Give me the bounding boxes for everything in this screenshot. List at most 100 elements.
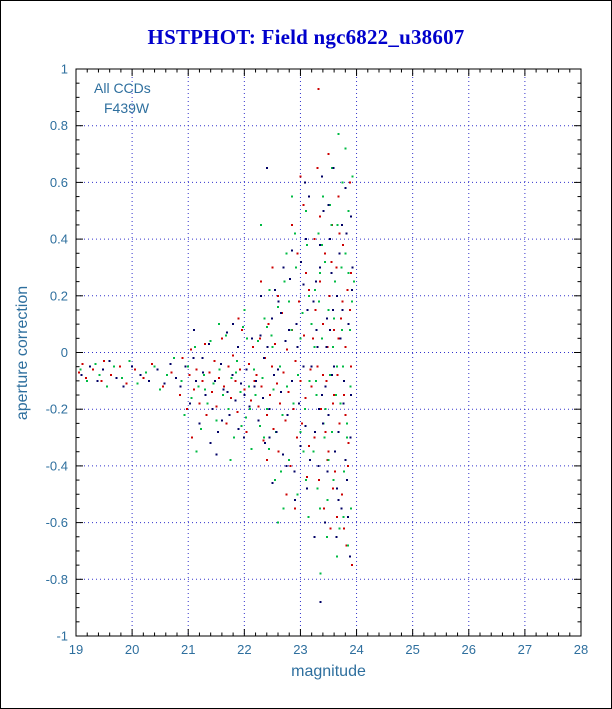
- x-tick-label: 23: [293, 642, 307, 657]
- x-tick-label: 26: [462, 642, 476, 657]
- data-point-ccd-green: [153, 365, 156, 368]
- data-point-ccd-navy: [316, 345, 319, 348]
- data-point-ccd-green: [292, 402, 295, 405]
- data-point-ccd-red: [190, 348, 193, 351]
- data-point-ccd-green: [262, 436, 265, 439]
- data-point-ccd-green: [206, 402, 209, 405]
- data-point-ccd-navy: [325, 345, 328, 348]
- data-point-ccd-red: [335, 515, 338, 518]
- data-point-ccd-navy: [315, 328, 318, 331]
- data-point-ccd-navy: [279, 311, 282, 314]
- data-point-ccd-navy: [330, 374, 333, 377]
- data-point-ccd-red: [326, 345, 329, 348]
- data-point-ccd-green: [79, 368, 82, 371]
- data-point-ccd-red: [338, 422, 341, 425]
- data-point-ccd-green: [342, 365, 345, 368]
- data-point-ccd-green: [307, 294, 310, 297]
- data-point-ccd-navy: [338, 252, 341, 255]
- data-point-ccd-navy: [291, 249, 294, 252]
- data-point-ccd-green: [265, 325, 268, 328]
- data-point-ccd-green: [312, 450, 315, 453]
- data-point-ccd-red: [325, 379, 328, 382]
- data-point-ccd-red: [326, 459, 329, 462]
- data-point-ccd-navy: [312, 300, 315, 303]
- data-point-ccd-green: [105, 385, 108, 388]
- data-point-ccd-red: [280, 311, 283, 314]
- data-point-ccd-green: [277, 521, 279, 524]
- data-point-ccd-green: [243, 308, 246, 311]
- data-point-ccd-navy: [179, 385, 182, 388]
- data-point-ccd-green: [260, 223, 263, 226]
- data-point-ccd-green: [321, 195, 324, 198]
- data-point-ccd-navy: [324, 521, 327, 524]
- data-point-ccd-green: [329, 204, 332, 207]
- data-point-ccd-red: [205, 413, 208, 416]
- data-point-ccd-navy: [261, 396, 264, 399]
- data-point-ccd-green: [347, 544, 350, 547]
- y-tick-label: -0.2: [46, 402, 68, 417]
- data-point-ccd-red: [188, 374, 191, 377]
- data-point-ccd-navy: [335, 294, 338, 297]
- data-point-ccd-green: [183, 413, 186, 416]
- x-tick-label: 21: [181, 642, 195, 657]
- data-point-ccd-red: [277, 294, 279, 297]
- data-point-ccd-red: [264, 357, 267, 360]
- data-point-ccd-navy: [333, 365, 336, 368]
- data-point-ccd-navy: [239, 382, 242, 385]
- data-point-ccd-navy: [308, 459, 311, 462]
- data-point-ccd-navy: [349, 394, 352, 397]
- y-tick-label: 0.6: [50, 175, 68, 190]
- data-point-ccd-green: [305, 209, 308, 212]
- data-point-ccd-navy: [245, 368, 248, 371]
- data-point-ccd-red: [321, 374, 324, 377]
- data-point-ccd-red: [161, 385, 164, 388]
- data-point-ccd-red: [241, 328, 244, 331]
- data-point-ccd-navy: [288, 328, 291, 331]
- data-point-ccd-red: [181, 357, 184, 360]
- data-point-ccd-green: [113, 365, 116, 368]
- data-point-ccd-navy: [259, 334, 262, 337]
- data-point-ccd-red: [292, 408, 295, 411]
- data-point-ccd-navy: [211, 408, 214, 411]
- data-point-ccd-navy: [139, 374, 142, 377]
- data-point-ccd-navy: [317, 464, 320, 467]
- data-point-ccd-green: [335, 365, 338, 368]
- data-point-ccd-red: [103, 360, 106, 363]
- data-point-ccd-green: [209, 340, 212, 343]
- data-point-ccd-red: [285, 493, 288, 496]
- data-point-ccd-navy: [207, 342, 210, 345]
- data-point-ccd-navy: [340, 223, 343, 226]
- data-point-ccd-green: [315, 379, 318, 382]
- data-point-ccd-navy: [192, 357, 195, 360]
- data-point-ccd-red: [299, 175, 302, 178]
- data-point-ccd-red: [320, 408, 323, 411]
- data-point-ccd-red: [296, 436, 299, 439]
- data-point-ccd-red: [342, 243, 345, 246]
- data-point-ccd-navy: [315, 280, 318, 283]
- data-point-ccd-navy: [310, 365, 313, 368]
- data-point-ccd-red: [225, 422, 228, 425]
- data-point-ccd-navy: [335, 535, 338, 538]
- data-point-ccd-red: [347, 464, 350, 467]
- data-point-ccd-green: [330, 223, 333, 226]
- data-point-ccd-red: [77, 371, 80, 374]
- data-point-ccd-navy: [232, 323, 235, 326]
- data-point-ccd-green: [233, 436, 236, 439]
- data-point-ccd-green: [323, 436, 326, 439]
- data-point-ccd-green: [270, 334, 273, 337]
- data-point-ccd-red: [302, 334, 305, 337]
- data-point-ccd-green: [324, 260, 327, 263]
- data-point-ccd-green: [239, 391, 242, 394]
- data-point-ccd-green: [283, 280, 286, 283]
- data-point-ccd-navy: [306, 308, 309, 311]
- data-point-ccd-green: [200, 428, 203, 431]
- data-point-ccd-red: [333, 328, 336, 331]
- data-point-ccd-navy: [201, 357, 204, 360]
- data-point-ccd-green: [98, 374, 101, 377]
- data-point-ccd-green: [212, 382, 215, 385]
- data-point-ccd-navy: [341, 308, 344, 311]
- data-point-ccd-green: [332, 479, 335, 482]
- data-point-ccd-green: [204, 388, 207, 391]
- data-point-ccd-red: [220, 337, 223, 340]
- y-tick-label: 0.2: [50, 288, 68, 303]
